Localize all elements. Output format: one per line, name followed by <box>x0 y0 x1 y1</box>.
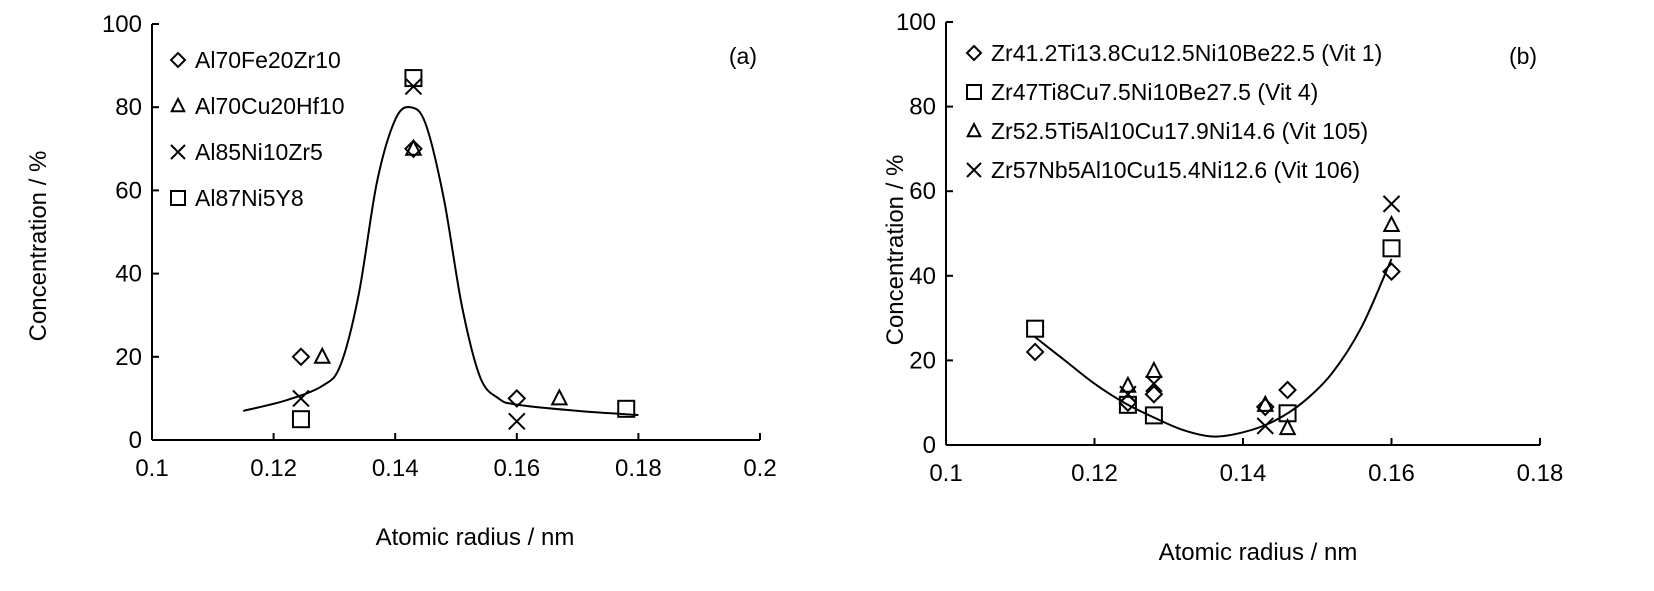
x-tick-label: 0.16 <box>1368 460 1415 487</box>
data-point <box>291 410 310 429</box>
legend-label: Zr41.2Ti13.8Cu12.5Ni10Be22.5 (Vit 1) <box>991 40 1382 66</box>
trend-curve <box>242 106 639 417</box>
data-point <box>404 139 423 159</box>
x-axis-title-a: Atomic radius / nm <box>376 524 575 551</box>
y-tick-label: 20 <box>909 347 936 374</box>
legend-label: Zr52.5Ti5Al10Cu17.9Ni14.6 (Vit 105) <box>991 118 1368 144</box>
data-point <box>1025 342 1045 362</box>
x-tick-label: 0.18 <box>1517 460 1564 487</box>
plot-area-b: 0 20 40 60 80 100 0.1 0.12 0.14 0.16 0.18 Zr41.2Ti1… <box>896 9 1563 487</box>
data-point <box>1256 394 1275 412</box>
data-point <box>404 69 423 88</box>
data-point <box>313 346 332 364</box>
data-point <box>1119 375 1137 393</box>
legend-label: Al70Fe20Zr10 <box>195 47 341 73</box>
chart-panel-a: 0 20 40 60 80 100 0.1 0.12 0.14 0.16 0.18 0.2 Al70Fe… <box>25 11 777 551</box>
y-tick-label: 0 <box>923 432 936 459</box>
legend-marker <box>170 144 186 160</box>
data-point <box>1144 406 1163 425</box>
trend-curve <box>1034 258 1393 438</box>
panel-label-b: (b) <box>1509 43 1537 69</box>
data-point <box>550 388 569 406</box>
legend-label: Al85Ni10Zr5 <box>195 139 323 165</box>
data-point <box>1382 239 1401 258</box>
data-point <box>404 138 423 156</box>
data-point <box>1118 395 1137 414</box>
y-tick-label: 80 <box>115 94 142 121</box>
data-point <box>1026 319 1045 338</box>
chart-panel-b: 0 20 40 60 80 100 0.1 0.12 0.14 0.16 0.18 Zr41.2Ti1… <box>882 9 1563 566</box>
data-point <box>1255 397 1275 417</box>
x-tick-label: 0.2 <box>743 455 776 482</box>
data-point <box>1382 195 1401 213</box>
y-tick-label: 80 <box>909 94 936 121</box>
legend-label: Al87Ni5Y8 <box>195 185 304 211</box>
data-point <box>1145 374 1163 393</box>
y-tick-label: 20 <box>115 344 142 371</box>
legend-marker <box>965 44 983 62</box>
y-tick-label: 100 <box>896 9 936 36</box>
data-point <box>1145 360 1163 378</box>
data-point <box>291 347 311 367</box>
data-point <box>617 399 636 418</box>
y-tick-label: 40 <box>115 261 142 288</box>
plot-area-a: 0 20 40 60 80 100 0.1 0.12 0.14 0.16 0.18 0.2 Al70Fe… <box>102 11 777 482</box>
legend-label: Al70Cu20Hf10 <box>195 93 345 119</box>
legend-marker <box>169 51 187 69</box>
legend-marker <box>966 84 982 100</box>
x-axis-title-b: Atomic radius / nm <box>1159 539 1358 566</box>
data-point <box>507 388 527 408</box>
data-point <box>1119 385 1137 403</box>
data-point <box>1382 214 1401 233</box>
data-point <box>508 412 526 430</box>
data-point <box>1278 380 1297 400</box>
y-tick-label: 100 <box>102 11 142 38</box>
data-point <box>1382 262 1401 281</box>
x-tick-label: 0.14 <box>372 455 419 482</box>
x-tick-label: 0.1 <box>135 455 168 482</box>
data-point <box>292 389 310 408</box>
x-tick-label: 0.1 <box>929 460 962 487</box>
legend-label: Zr47Ti8Cu7.5Ni10Be27.5 (Vit 4) <box>991 79 1318 105</box>
legend-marker <box>966 121 982 138</box>
data-point <box>1256 417 1274 435</box>
panel-label-a: (a) <box>729 43 757 69</box>
x-tick-label: 0.16 <box>493 455 540 482</box>
x-tick-label: 0.18 <box>615 455 662 482</box>
y-tick-label: 60 <box>115 177 142 204</box>
y-axis-title-a: Concentration / % <box>25 151 52 342</box>
x-tick-label: 0.12 <box>1071 460 1118 487</box>
y-tick-label: 0 <box>129 427 142 454</box>
legend-marker <box>966 162 982 178</box>
legend-marker <box>170 96 186 113</box>
y-axis-title-b: Concentration / % <box>882 155 909 346</box>
legend-marker <box>170 190 186 206</box>
x-tick-label: 0.14 <box>1220 460 1267 487</box>
legend-label: Zr57Nb5Al10Cu15.4Ni12.6 (Vit 106) <box>991 157 1360 183</box>
y-tick-label: 40 <box>909 263 936 290</box>
data-point <box>1278 417 1297 436</box>
y-tick-label: 60 <box>909 178 936 205</box>
data-point <box>1144 384 1164 404</box>
x-tick-label: 0.12 <box>250 455 297 482</box>
